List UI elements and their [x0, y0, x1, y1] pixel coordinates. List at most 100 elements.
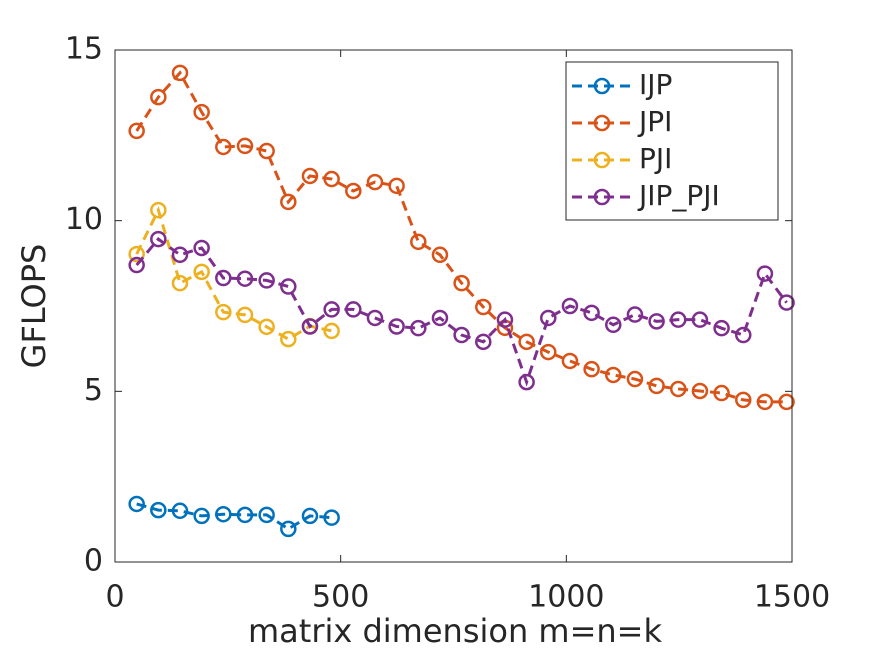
marker	[561, 297, 579, 315]
marker	[323, 170, 340, 188]
x-axis-label: matrix dimension m=n=k	[248, 612, 663, 650]
marker	[128, 245, 145, 263]
y-tick-label: 10	[65, 202, 103, 237]
marker	[540, 309, 557, 327]
marker	[756, 265, 774, 282]
marker	[236, 137, 254, 155]
axes-box	[114, 49, 793, 563]
marker	[215, 505, 232, 523]
marker	[735, 391, 752, 409]
marker	[496, 311, 514, 328]
marker	[193, 103, 210, 121]
marker	[475, 298, 492, 316]
marker	[366, 173, 384, 191]
x-tick-label: 500	[312, 580, 369, 615]
x-tick-label: 0	[105, 580, 124, 615]
marker	[648, 377, 665, 395]
marker	[713, 319, 730, 337]
marker	[410, 319, 427, 337]
marker	[150, 230, 167, 248]
legend-label: IJP	[639, 68, 672, 101]
series-line	[135, 70, 787, 404]
marker	[128, 256, 145, 274]
marker	[280, 278, 297, 295]
y-tick-label: 15	[65, 32, 103, 67]
marker	[778, 294, 795, 311]
y-tick-label: 5	[84, 373, 103, 408]
marker	[301, 507, 319, 525]
marker	[605, 316, 622, 334]
legend-label: JPI	[637, 105, 672, 138]
x-tick-label: 1500	[754, 580, 830, 615]
marker	[323, 301, 340, 318]
series-line	[135, 205, 332, 341]
marker	[778, 393, 795, 411]
marker	[366, 309, 384, 327]
marker	[561, 352, 579, 370]
marker	[236, 506, 254, 524]
marker	[258, 142, 275, 160]
marker	[171, 64, 189, 82]
marker	[735, 326, 752, 344]
marker	[648, 313, 665, 330]
marker	[453, 326, 470, 344]
series-line	[136, 502, 332, 531]
legend-marker	[593, 77, 611, 95]
marker	[193, 507, 210, 525]
marker	[301, 167, 319, 185]
marker	[280, 330, 297, 348]
marker	[605, 366, 622, 384]
marker	[345, 182, 362, 200]
marker	[236, 306, 254, 324]
marker	[171, 274, 189, 292]
marker	[475, 333, 492, 351]
legend-marker	[593, 114, 611, 132]
marker	[345, 301, 362, 318]
marker	[410, 233, 427, 251]
marker	[171, 502, 189, 520]
marker	[150, 201, 167, 219]
marker	[453, 274, 470, 292]
marker	[388, 177, 405, 195]
marker	[756, 393, 774, 411]
marker	[258, 318, 275, 336]
marker	[518, 333, 535, 351]
marker	[236, 270, 254, 287]
marker	[193, 239, 210, 257]
marker	[431, 246, 449, 264]
legend-label: PJI	[639, 142, 672, 175]
marker	[713, 384, 730, 402]
marker	[583, 304, 600, 322]
marker	[258, 506, 275, 524]
marker	[128, 495, 145, 513]
legend-marker	[593, 188, 611, 206]
marker	[670, 311, 687, 328]
legend-marker	[593, 151, 611, 169]
marker	[215, 269, 232, 287]
marker	[540, 343, 557, 361]
marker	[215, 138, 232, 156]
marker	[150, 88, 167, 106]
marker	[518, 373, 535, 391]
legend-label: JIP_PJI	[637, 179, 720, 212]
marker	[258, 272, 275, 289]
marker	[323, 322, 340, 340]
marker	[280, 193, 297, 211]
series-line	[135, 237, 788, 387]
marker	[626, 370, 644, 388]
marker	[691, 382, 709, 400]
marker	[215, 303, 232, 321]
legend-box	[565, 61, 779, 221]
y-tick-label: 0	[84, 544, 103, 579]
marker	[193, 263, 210, 281]
marker	[626, 306, 644, 323]
y-axis-label: GFLOPS	[15, 244, 53, 369]
marker	[431, 309, 449, 327]
marker	[280, 520, 297, 538]
marker	[670, 380, 687, 398]
marker	[323, 509, 340, 526]
marker	[691, 311, 709, 328]
marker	[150, 501, 167, 519]
marker	[301, 318, 319, 335]
